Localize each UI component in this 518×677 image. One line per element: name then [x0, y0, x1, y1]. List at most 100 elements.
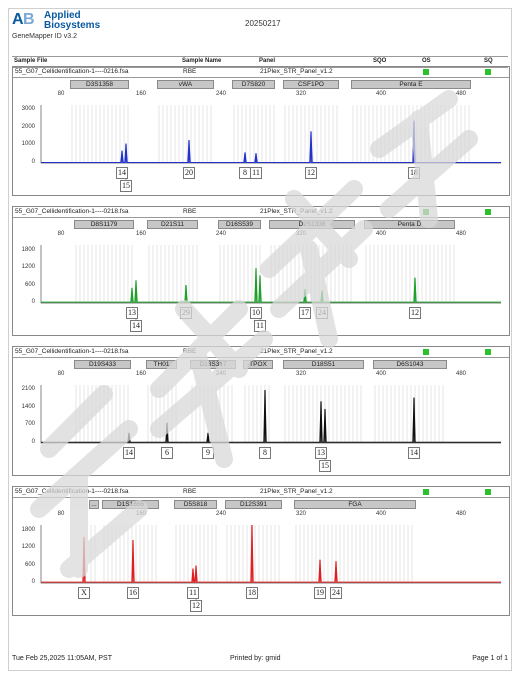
y-tick-label: 1200: [21, 264, 35, 271]
size-axis: 80 160 240 320 400 480: [13, 370, 509, 379]
allele-call-label[interactable]: 8: [259, 447, 271, 459]
y-tick-label: 0: [31, 439, 35, 445]
allele-call-label[interactable]: 24: [330, 587, 342, 599]
app-version: GeneMapper ID v3.2: [12, 33, 77, 40]
brand-line-2: Biosystems: [44, 20, 101, 31]
brand-line-1: Applied: [44, 10, 81, 21]
sq-quality-flag: [485, 69, 491, 75]
x-tick-label: 160: [135, 91, 147, 97]
report-date: 20250217: [245, 19, 281, 28]
allele-call-label[interactable]: 20: [183, 167, 195, 179]
allele-call-label[interactable]: X: [78, 587, 90, 599]
y-tick-label: 1000: [21, 141, 35, 148]
y-tick-label: 1800: [21, 246, 35, 253]
x-tick-label: 480: [455, 91, 467, 97]
allele-call-label[interactable]: 29: [180, 307, 192, 319]
locus-marker[interactable]: D2S1338: [269, 220, 355, 229]
locus-marker[interactable]: D16S539: [218, 220, 261, 229]
y-tick-label: 0: [31, 159, 35, 165]
locus-marker[interactable]: Penta E: [351, 80, 471, 89]
x-tick-label: 320: [295, 91, 307, 97]
x-tick-label: 160: [135, 371, 147, 377]
allele-call-label[interactable]: 14: [130, 320, 142, 332]
electropherogram-panel: 55_G07_Cellidentification-1----0218.fsa R…: [12, 486, 510, 616]
allele-call-label[interactable]: 6: [161, 447, 173, 459]
x-tick-label: 400: [375, 231, 387, 237]
locus-marker[interactable]: TPOX: [243, 360, 273, 369]
col-sq: SQ: [484, 58, 493, 64]
locus-marker[interactable]: D1S1656: [102, 500, 159, 509]
y-tick-label: 2100: [21, 386, 35, 393]
y-tick-label: 0: [31, 579, 35, 585]
trace-svg: [40, 105, 501, 180]
x-tick-label: 240: [215, 91, 227, 97]
allele-call-label[interactable]: 16: [127, 587, 139, 599]
locus-marker[interactable]: D13S317: [190, 360, 236, 369]
sample-name: RBE: [183, 68, 197, 75]
allele-call-label[interactable]: 9: [202, 447, 214, 459]
allele-call-label[interactable]: 14: [116, 167, 128, 179]
allele-call-label[interactable]: 15: [120, 180, 132, 192]
panel-sample-row: 55_G07_Cellidentification-1----0218.fsa R…: [13, 347, 509, 358]
allele-call-label[interactable]: 14: [408, 447, 420, 459]
locus-marker[interactable]: CSF1PO: [283, 80, 339, 89]
locus-marker[interactable]: D18S51: [283, 360, 364, 369]
sample-file-name: 55_G07_Cellidentification-1----0218.fsa: [15, 488, 129, 495]
x-tick-label: 160: [135, 231, 147, 237]
allele-call-label[interactable]: 12: [305, 167, 317, 179]
locus-marker[interactable]: D12S391: [225, 500, 282, 509]
x-tick-label: 480: [455, 511, 467, 517]
y-tick-label: 3000: [21, 106, 35, 113]
col-sample-name: Sample Name: [182, 58, 222, 64]
electropherogram-plot: 1800 1200 600 0 X 16 11 12 18 19 24: [13, 519, 509, 615]
x-tick-label: 320: [295, 371, 307, 377]
allele-call-label[interactable]: 10: [250, 307, 262, 319]
y-tick-label: 1800: [21, 526, 35, 533]
locus-marker[interactable]: TH01: [146, 360, 177, 369]
size-axis: 80 160 240 320 400 480: [13, 230, 509, 239]
allele-call-label[interactable]: 18: [246, 587, 258, 599]
allele-call-label[interactable]: 19: [314, 587, 326, 599]
locus-marker-row: D3S1358 vWA D7S820 CSF1PO Penta E: [13, 78, 509, 90]
allele-call-label[interactable]: 11: [250, 167, 262, 179]
locus-marker[interactable]: D3S1358: [70, 80, 129, 89]
panel-sample-row: 55_G07_Cellidentification-1----0218.fsa R…: [13, 207, 509, 218]
locus-marker[interactable]: Penta D: [364, 220, 455, 229]
allele-call-label[interactable]: 8: [239, 167, 251, 179]
allele-call-label[interactable]: 13: [126, 307, 138, 319]
y-tick-label: 1400: [21, 403, 35, 410]
allele-call-label[interactable]: 11: [187, 587, 199, 599]
allele-call-label[interactable]: 12: [409, 307, 421, 319]
x-tick-label: 320: [295, 511, 307, 517]
locus-marker[interactable]: ...: [89, 500, 99, 509]
panel-name: 21Plex_STR_Panel_v1.2: [260, 68, 333, 75]
allele-call-label[interactable]: 17: [299, 307, 311, 319]
locus-marker[interactable]: D6S1043: [373, 360, 447, 369]
allele-call-label[interactable]: 13: [315, 447, 327, 459]
y-tick-label: 2000: [21, 123, 35, 130]
x-tick-label: 80: [57, 371, 65, 377]
plot-axes: [40, 385, 501, 444]
locus-marker[interactable]: D8S1179: [74, 220, 134, 229]
locus-marker[interactable]: vWA: [157, 80, 214, 89]
locus-marker[interactable]: FGA: [294, 500, 416, 509]
locus-marker[interactable]: D19S433: [74, 360, 131, 369]
allele-call-label[interactable]: 18: [408, 167, 420, 179]
locus-marker[interactable]: D21S11: [147, 220, 198, 229]
x-tick-label: 400: [375, 511, 387, 517]
sq-quality-flag: [485, 349, 491, 355]
allele-call-label[interactable]: 15: [319, 460, 331, 472]
col-sqo: SQO: [373, 58, 387, 64]
sample-name: RBE: [183, 348, 197, 355]
locus-marker[interactable]: D5S818: [174, 500, 217, 509]
allele-call-label[interactable]: 14: [123, 447, 135, 459]
allele-call-label[interactable]: 12: [190, 600, 202, 612]
x-tick-label: 320: [295, 231, 307, 237]
locus-marker[interactable]: D7S820: [232, 80, 275, 89]
size-axis: 80 160 240 320 400 480: [13, 90, 509, 99]
allele-call-label[interactable]: 11: [254, 320, 266, 332]
y-tick-label: 700: [24, 421, 35, 428]
x-tick-label: 80: [57, 231, 65, 237]
allele-call-label[interactable]: 24: [316, 307, 328, 319]
